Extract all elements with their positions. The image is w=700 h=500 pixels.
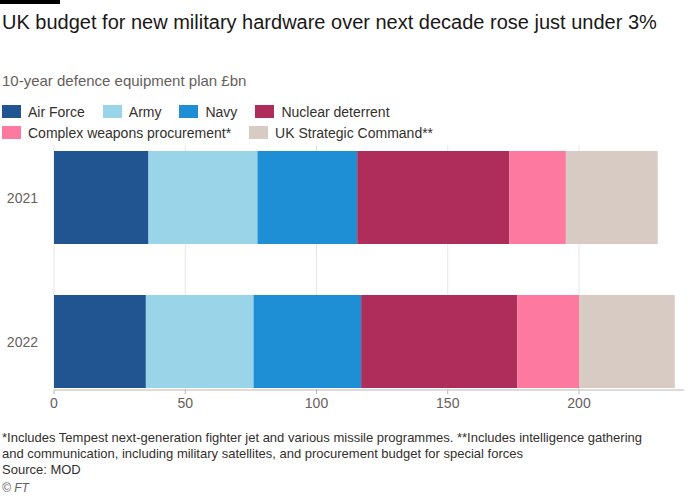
- bar-segment: [146, 295, 254, 388]
- bar-segment: [254, 295, 362, 388]
- legend: Air Force Army Navy Nuclear deterrent Comple…: [2, 104, 452, 140]
- legend-label: Nuclear deterrent: [281, 104, 389, 120]
- x-axis: [54, 390, 684, 391]
- tick-mark: [447, 390, 448, 394]
- chart: 0 50 100 150 200 2021 2022: [0, 0, 700, 500]
- bar-segment: [517, 295, 579, 388]
- legend-label: Army: [129, 104, 162, 120]
- tick-mark: [54, 390, 55, 394]
- tick-label: 200: [567, 395, 591, 411]
- notes: *Includes Tempest next-generation fighte…: [2, 430, 662, 478]
- legend-item: Complex weapons procurement*: [2, 125, 231, 140]
- grid: [54, 145, 579, 390]
- bar-segment: [566, 151, 658, 244]
- tick-label: 100: [305, 395, 329, 411]
- legend-swatch: [2, 105, 21, 118]
- legend-label: Complex weapons procurement*: [28, 125, 231, 141]
- tick-label: 50: [177, 395, 193, 411]
- source: Source: MOD: [2, 462, 662, 478]
- bar-segment: [257, 151, 357, 244]
- legend-swatch: [249, 126, 268, 139]
- bar-segment: [357, 151, 509, 244]
- legend-swatch: [103, 105, 122, 118]
- credit: © FT: [2, 481, 29, 495]
- legend-item: Navy: [179, 104, 237, 119]
- footnote: *Includes Tempest next-generation fighte…: [2, 430, 662, 462]
- bar-segment: [361, 295, 517, 388]
- tick-mark: [579, 390, 580, 394]
- legend-item: Army: [103, 104, 162, 119]
- legend-item: Nuclear deterrent: [255, 104, 389, 119]
- bars: [54, 151, 675, 388]
- bar-segment: [509, 151, 565, 244]
- legend-label: UK Strategic Command**: [275, 125, 433, 141]
- bar-segment: [579, 295, 675, 388]
- bar-segment: [54, 295, 146, 388]
- bar-segment: [54, 151, 149, 244]
- tick-mark: [185, 390, 186, 394]
- subtitle: 10-year defence equipment plan £bn: [2, 72, 246, 89]
- legend-swatch: [255, 105, 274, 118]
- y-ticks: 2021 2022: [7, 190, 38, 350]
- legend-label: Navy: [205, 104, 237, 120]
- legend-item: UK Strategic Command**: [249, 125, 433, 140]
- category-label: 2021: [7, 190, 38, 206]
- legend-swatch: [179, 105, 198, 118]
- tick-label: 150: [436, 395, 460, 411]
- bar-segment: [149, 151, 258, 244]
- title: UK budget for new military hardware over…: [2, 10, 692, 35]
- legend-swatch: [2, 126, 21, 139]
- brand-bar: [0, 0, 60, 4]
- x-ticks: 0 50 100 150 200: [50, 390, 591, 411]
- tick-mark: [316, 390, 317, 394]
- legend-item: Air Force: [2, 104, 85, 119]
- tick-label: 0: [50, 395, 58, 411]
- legend-label: Air Force: [28, 104, 85, 120]
- category-label: 2022: [7, 334, 38, 350]
